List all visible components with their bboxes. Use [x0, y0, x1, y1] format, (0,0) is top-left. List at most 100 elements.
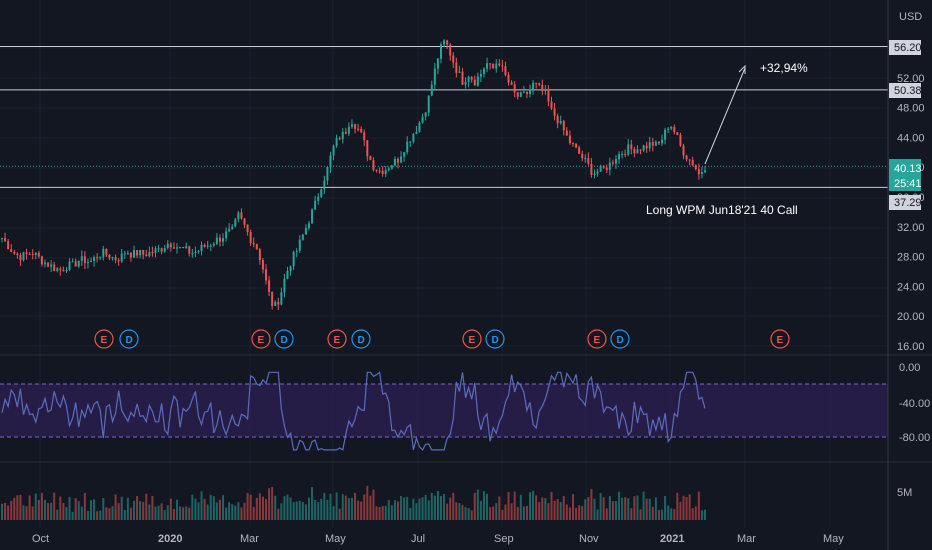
volume-bar — [4, 502, 7, 520]
candle-body — [381, 170, 384, 174]
candle-body — [350, 124, 353, 128]
volume-bar — [344, 495, 347, 520]
candle-body — [476, 76, 479, 86]
candle-body — [347, 127, 350, 134]
candle-body — [16, 253, 19, 256]
svg-text:D: D — [281, 335, 288, 346]
volume-bar — [553, 500, 556, 520]
volume-bar — [102, 498, 105, 520]
volume-bar — [661, 509, 664, 520]
volume-bar — [587, 497, 590, 520]
candle-body — [323, 180, 326, 190]
volume-bar — [307, 497, 310, 520]
candle-body — [390, 165, 393, 169]
candle-body — [105, 248, 108, 255]
time-tick-2020: 2020 — [158, 533, 182, 545]
candle-body — [175, 247, 178, 249]
volume-bar — [96, 511, 99, 520]
candle-body — [139, 250, 142, 256]
earnings-marker[interactable]: E — [462, 329, 482, 349]
time-tick-may: May — [325, 533, 346, 545]
candle-body — [120, 253, 123, 262]
earnings-marker[interactable]: E — [587, 329, 607, 349]
volume-bar — [636, 495, 639, 520]
candle-body — [93, 257, 96, 262]
rsi-band — [0, 383, 888, 438]
volume-bar — [565, 504, 568, 520]
volume-bar — [424, 494, 427, 520]
candle-body — [160, 248, 163, 252]
volume-bar — [516, 506, 519, 520]
volume-bar — [234, 505, 237, 520]
volume-bar — [323, 492, 326, 520]
earnings-marker[interactable]: E — [327, 329, 347, 349]
currency-label: USD — [899, 11, 922, 23]
candle-body — [326, 167, 329, 181]
svg-text:E: E — [777, 335, 784, 346]
dividend-marker[interactable]: D — [485, 329, 505, 349]
earnings-marker[interactable]: E — [94, 329, 114, 349]
svg-text:D: D — [492, 335, 499, 346]
volume-bar — [421, 497, 424, 520]
candle-body — [357, 128, 360, 130]
volume-bar — [584, 499, 587, 520]
candle-body — [265, 269, 268, 281]
volume-bar — [581, 506, 584, 520]
price-tick: 28.00 — [897, 252, 925, 264]
volume-bar — [679, 501, 682, 520]
candle-body — [86, 261, 89, 264]
price-tick: 44.00 — [897, 132, 925, 144]
volume-bar — [240, 507, 243, 520]
volume-bar — [363, 494, 366, 520]
volume-bar — [621, 497, 624, 520]
candle-body — [289, 266, 292, 271]
candle-body — [673, 127, 676, 133]
dividend-marker[interactable]: D — [610, 329, 630, 349]
dividend-marker[interactable]: D — [351, 329, 371, 349]
candle-body — [458, 71, 461, 73]
volume-bar — [458, 503, 461, 520]
candle-body — [169, 243, 172, 248]
candle-body — [363, 132, 366, 141]
volume-bar — [16, 495, 19, 520]
candle-body — [418, 122, 421, 132]
svg-text:37.29: 37.29 — [894, 197, 922, 209]
volume-bar — [197, 502, 200, 520]
volume-bar — [222, 495, 225, 520]
volume-bar — [105, 507, 108, 520]
candle-body — [280, 292, 283, 305]
earnings-marker[interactable]: E — [251, 329, 271, 349]
volume-bar — [541, 497, 544, 520]
candle-body — [218, 237, 221, 242]
volume-bar — [65, 506, 68, 520]
candle-body — [102, 248, 105, 258]
candle-body — [80, 256, 83, 261]
volume-bar — [470, 510, 473, 520]
volume-bar — [360, 501, 363, 520]
time-tick-mar: Mar — [240, 533, 259, 545]
volume-tick-5m: 5M — [897, 487, 912, 499]
svg-text:D: D — [358, 335, 365, 346]
candle-body — [157, 248, 160, 250]
dividend-marker[interactable]: D — [274, 329, 294, 349]
earnings-marker[interactable]: E — [770, 329, 790, 349]
candle-body — [593, 173, 596, 175]
candle-body — [581, 153, 584, 159]
candle-body — [19, 255, 22, 261]
volume-bar — [71, 511, 74, 520]
candle-body — [65, 269, 68, 272]
dividend-marker[interactable]: D — [119, 329, 139, 349]
volume-bar — [378, 506, 381, 520]
volume-bar — [667, 505, 670, 520]
rsi-tick-80: -80.00 — [899, 432, 930, 444]
candle-body — [206, 245, 209, 247]
volume-bar — [464, 507, 467, 520]
volume-bar — [400, 495, 403, 520]
candle-body — [43, 262, 46, 265]
volume-bar — [311, 487, 314, 520]
candle-body — [596, 171, 599, 174]
volume-bar — [243, 502, 246, 520]
time-tick-oct: Oct — [32, 533, 49, 545]
candle-body — [486, 63, 489, 69]
